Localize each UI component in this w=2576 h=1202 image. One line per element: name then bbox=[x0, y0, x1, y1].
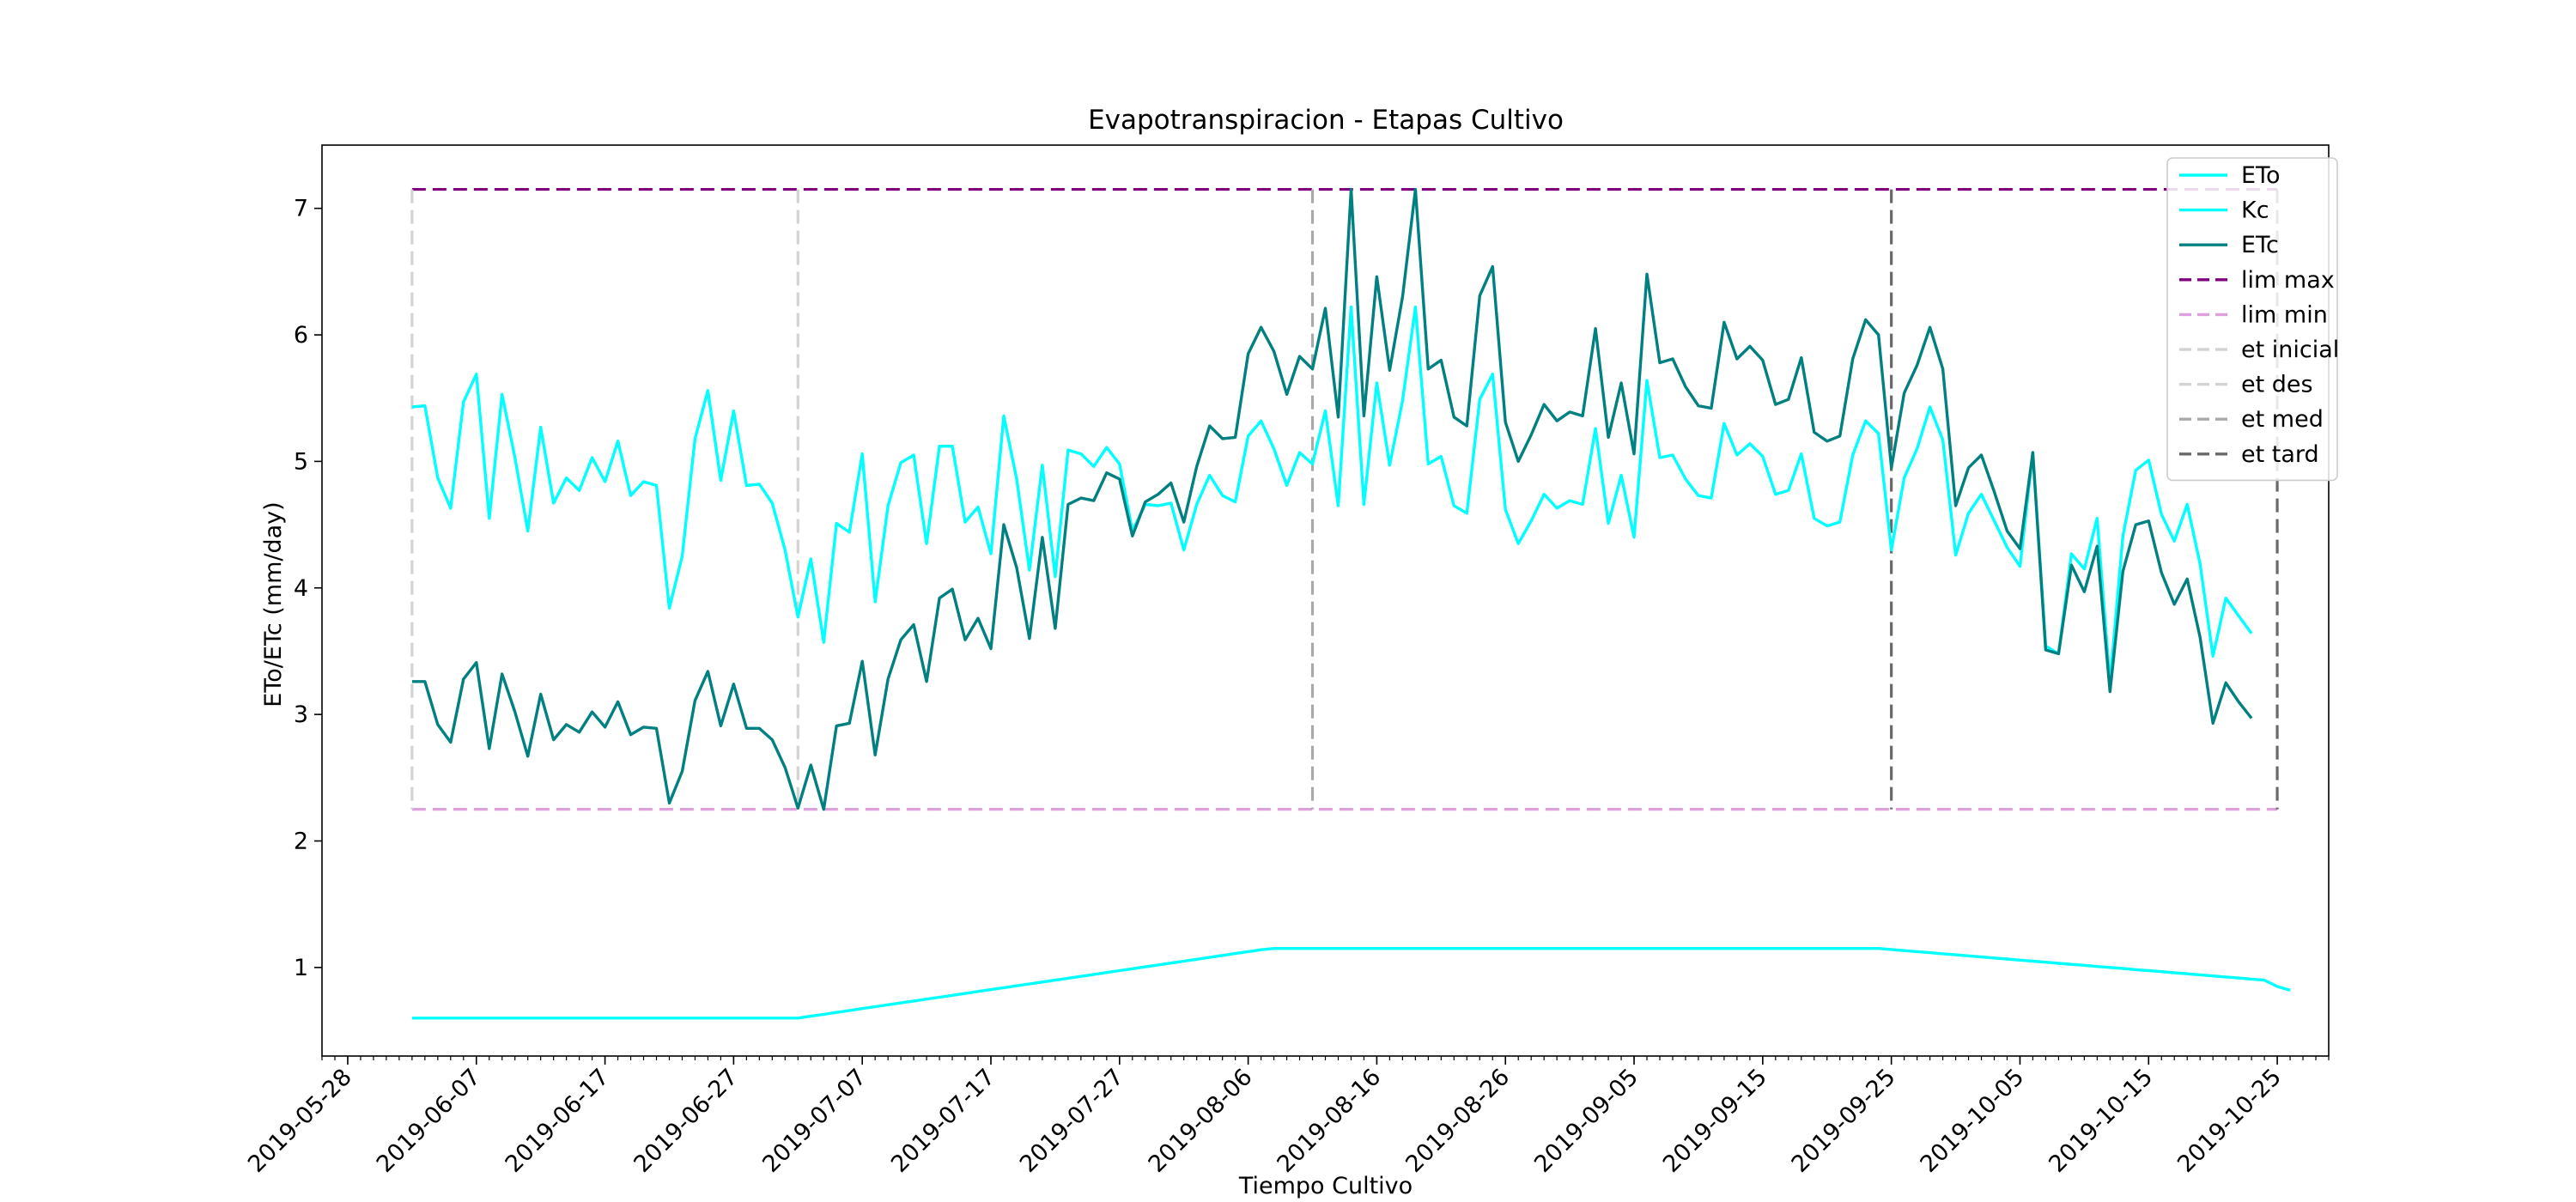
x-tick-label: 2019-06-17 bbox=[501, 1064, 615, 1178]
y-tick-label: 5 bbox=[294, 448, 308, 475]
x-tick-label: 2019-07-17 bbox=[886, 1064, 1000, 1178]
legend: ETo Kc ETc lim max lim min et inicial et des et… bbox=[2166, 157, 2339, 482]
plot-area bbox=[410, 187, 2291, 1020]
legend-label-et-med: et med bbox=[2241, 406, 2324, 433]
x-tick-label: 2019-08-26 bbox=[1400, 1064, 1515, 1178]
x-axis-label: Tiempo Cultivo bbox=[1238, 1173, 1413, 1199]
x-tick-label: 2019-07-07 bbox=[757, 1064, 872, 1178]
x-tick-label: 2019-09-25 bbox=[1787, 1064, 1901, 1178]
legend-label-lim-min: lim min bbox=[2241, 301, 2328, 328]
legend-label-et-inicial: et inicial bbox=[2241, 337, 2339, 363]
x-tick-label: 2019-05-28 bbox=[243, 1064, 357, 1178]
y-tick-label: 7 bbox=[294, 196, 308, 222]
y-tick-label: 3 bbox=[294, 701, 308, 728]
y-tick-label: 1 bbox=[294, 955, 308, 981]
x-tick-label: 2019-08-06 bbox=[1144, 1064, 1258, 1178]
legend-label-ETc: ETc bbox=[2241, 232, 2279, 258]
series-line-ETc bbox=[411, 187, 2253, 811]
y-tick-label: 2 bbox=[294, 828, 308, 854]
x-tick-label: 2019-07-27 bbox=[1015, 1064, 1129, 1178]
legend-label-et-des: et des bbox=[2241, 372, 2313, 398]
legend-label-lim-max: lim max bbox=[2241, 267, 2335, 294]
x-tick-label: 2019-06-07 bbox=[372, 1064, 486, 1178]
chart-title: Evapotranspiracion - Etapas Cultivo bbox=[1088, 105, 1564, 136]
legend-label-Kc: Kc bbox=[2241, 197, 2269, 224]
y-axis-label: ETo/ETc (mm/day) bbox=[260, 501, 287, 707]
legend-box bbox=[2166, 157, 2338, 482]
legend-label-ETo: ETo bbox=[2241, 162, 2280, 189]
x-tick-label: 2019-10-15 bbox=[2044, 1064, 2158, 1178]
x-tick-label: 2019-08-16 bbox=[1272, 1064, 1386, 1178]
x-tick-label: 2019-10-05 bbox=[1916, 1064, 2030, 1178]
y-tick-label: 4 bbox=[294, 575, 308, 602]
series-line-ETo bbox=[411, 305, 2253, 684]
x-tick-label: 2019-09-05 bbox=[1529, 1064, 1643, 1178]
y-tick-label: 6 bbox=[294, 322, 308, 349]
x-tick-label: 2019-10-25 bbox=[2172, 1064, 2287, 1178]
x-tick-label: 2019-06-27 bbox=[629, 1064, 743, 1178]
axes-frame bbox=[321, 144, 2330, 1057]
legend-label-et-tard: et tard bbox=[2241, 441, 2319, 468]
x-tick-label: 2019-09-15 bbox=[1658, 1064, 1772, 1178]
series-line-Kc bbox=[411, 946, 2291, 1020]
